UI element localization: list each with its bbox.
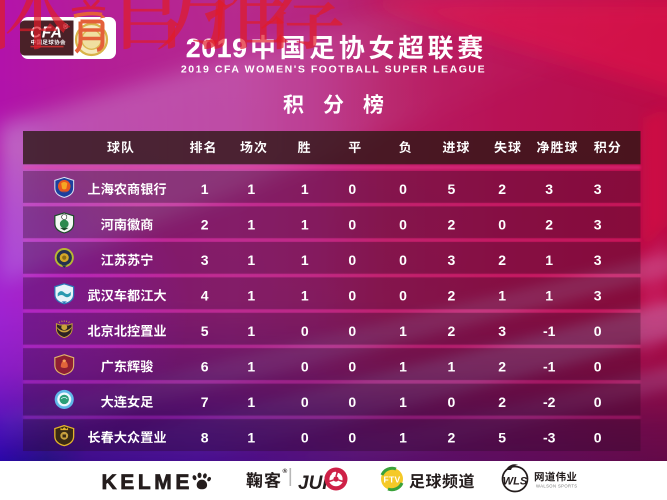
svg-text:0: 0 xyxy=(498,217,506,233)
svg-text:-1: -1 xyxy=(543,323,556,339)
svg-text:6: 6 xyxy=(201,358,209,374)
svg-text:1: 1 xyxy=(247,394,255,410)
svg-text:0: 0 xyxy=(594,358,602,374)
svg-text:2: 2 xyxy=(545,217,553,233)
svg-text:1: 1 xyxy=(301,181,309,197)
svg-text:7: 7 xyxy=(201,394,209,410)
svg-text:1: 1 xyxy=(498,288,506,304)
svg-text:0: 0 xyxy=(348,288,356,304)
svg-text:1: 1 xyxy=(247,358,255,374)
svg-text:1: 1 xyxy=(448,358,456,374)
svg-text:1: 1 xyxy=(201,181,209,197)
svg-text:-3: -3 xyxy=(543,429,556,445)
svg-text:®: ® xyxy=(283,467,288,475)
svg-text:5: 5 xyxy=(201,323,209,339)
svg-text:3: 3 xyxy=(448,252,456,268)
svg-text:2: 2 xyxy=(498,181,506,197)
svg-text:0: 0 xyxy=(348,181,356,197)
svg-text:3: 3 xyxy=(594,288,602,304)
svg-text:0: 0 xyxy=(348,394,356,410)
svg-text:0: 0 xyxy=(399,252,407,268)
svg-text:0: 0 xyxy=(594,429,602,445)
svg-text:0: 0 xyxy=(301,394,309,410)
svg-text:5: 5 xyxy=(498,429,506,445)
svg-text:1: 1 xyxy=(301,288,309,304)
svg-text:3: 3 xyxy=(594,181,602,197)
svg-text:2019 CFA WOMEN'S FOOTBALL SUPE: 2019 CFA WOMEN'S FOOTBALL SUPER LEAGUE xyxy=(181,64,486,76)
svg-text:5: 5 xyxy=(448,181,456,197)
svg-text:8: 8 xyxy=(201,429,209,445)
svg-text:1: 1 xyxy=(247,288,255,304)
svg-text:3: 3 xyxy=(545,181,553,197)
svg-text:WALSON SPORTS: WALSON SPORTS xyxy=(536,484,578,489)
svg-text:2: 2 xyxy=(448,323,456,339)
svg-text:1: 1 xyxy=(247,323,255,339)
svg-text:0: 0 xyxy=(301,429,309,445)
svg-text:1: 1 xyxy=(545,252,553,268)
svg-text:0: 0 xyxy=(594,394,602,410)
svg-text:0: 0 xyxy=(594,323,602,339)
svg-text:-2: -2 xyxy=(543,394,556,410)
svg-text:0: 0 xyxy=(348,323,356,339)
svg-text:0: 0 xyxy=(301,358,309,374)
svg-text:1: 1 xyxy=(247,429,255,445)
svg-text:2: 2 xyxy=(498,394,506,410)
svg-text:0: 0 xyxy=(399,181,407,197)
svg-text:0: 0 xyxy=(448,394,456,410)
svg-text:1: 1 xyxy=(399,323,407,339)
svg-text:0: 0 xyxy=(399,288,407,304)
svg-text:1: 1 xyxy=(399,429,407,445)
svg-text:0: 0 xyxy=(348,358,356,374)
svg-text:1: 1 xyxy=(301,252,309,268)
svg-text:0: 0 xyxy=(301,323,309,339)
svg-text:2: 2 xyxy=(448,217,456,233)
svg-text:1: 1 xyxy=(545,288,553,304)
svg-text:FTV: FTV xyxy=(384,475,401,485)
svg-text:1: 1 xyxy=(399,394,407,410)
svg-text:0: 0 xyxy=(348,252,356,268)
svg-text:3: 3 xyxy=(594,252,602,268)
svg-text:4: 4 xyxy=(201,288,209,304)
svg-text:1: 1 xyxy=(247,181,255,197)
svg-text:1: 1 xyxy=(247,217,255,233)
svg-text:0: 0 xyxy=(348,429,356,445)
svg-text:3: 3 xyxy=(201,252,209,268)
svg-text:KELME: KELME xyxy=(102,471,194,494)
svg-text:2: 2 xyxy=(448,288,456,304)
svg-text:2: 2 xyxy=(498,252,506,268)
svg-text:1: 1 xyxy=(247,252,255,268)
svg-text:0: 0 xyxy=(348,217,356,233)
svg-text:3: 3 xyxy=(594,217,602,233)
svg-text:0: 0 xyxy=(399,217,407,233)
svg-text:2: 2 xyxy=(201,217,209,233)
svg-text:WLS: WLS xyxy=(503,476,528,488)
svg-text:-1: -1 xyxy=(543,358,556,374)
svg-text:2: 2 xyxy=(448,429,456,445)
svg-text:3: 3 xyxy=(498,323,506,339)
svg-text:1: 1 xyxy=(301,217,309,233)
svg-text:1: 1 xyxy=(399,358,407,374)
svg-text:2: 2 xyxy=(498,358,506,374)
